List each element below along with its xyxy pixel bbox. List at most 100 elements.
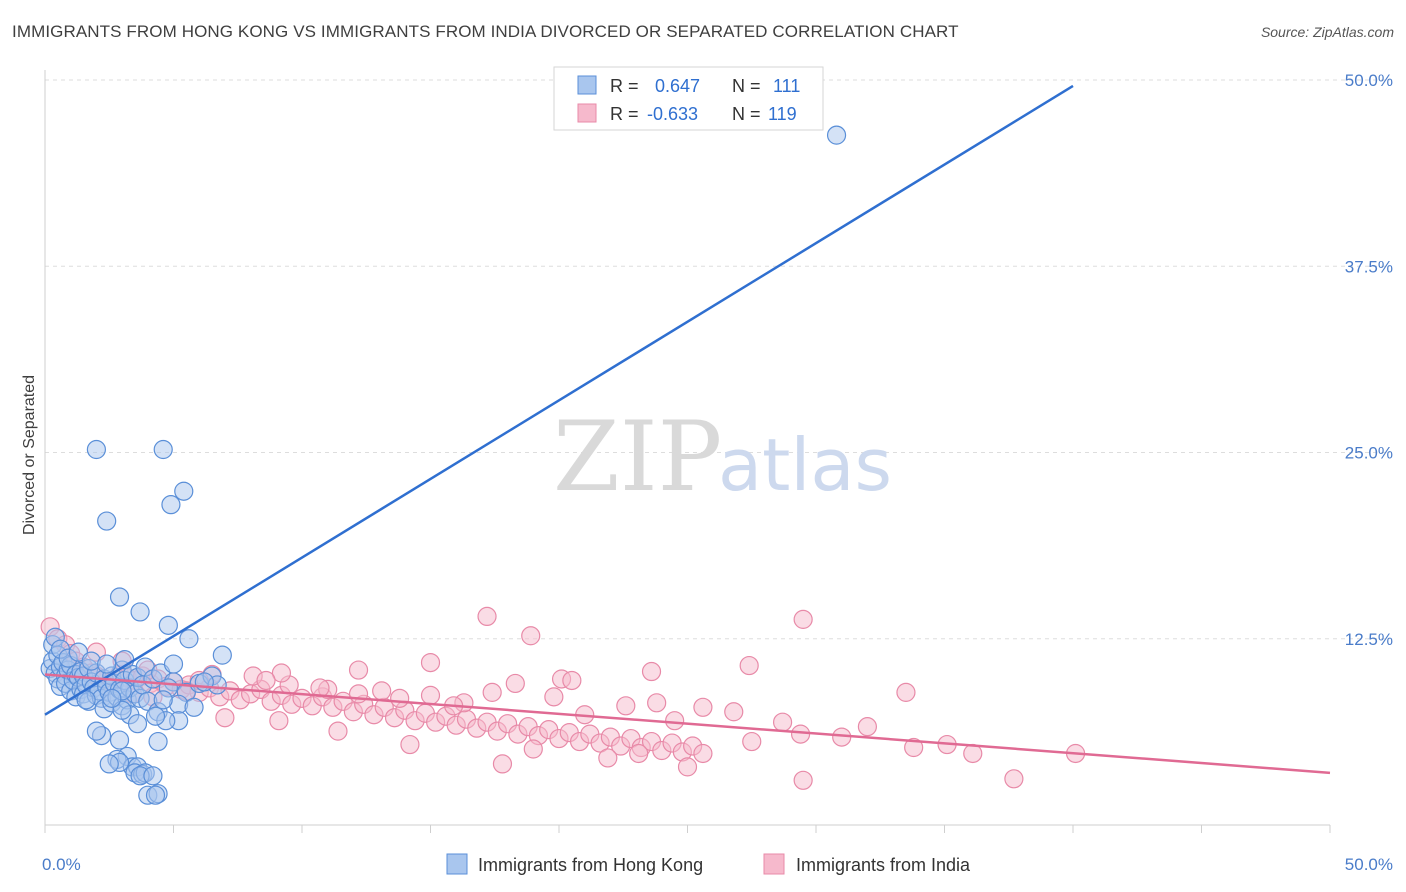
india-point-107 [269, 711, 289, 731]
india-point-100 [677, 757, 698, 777]
y-axis-label: Divorced or Separated [21, 375, 38, 535]
legend-swatch-hong-kong [577, 75, 597, 95]
legend-n-value-2: 119 [768, 104, 797, 124]
hong-kong-point-81 [99, 754, 119, 774]
watermark-zip: ZIP [553, 401, 722, 513]
india-point-99 [742, 731, 762, 752]
hong-kong-point-100 [163, 654, 184, 674]
x-tick-label-min: 0.0% [42, 855, 81, 874]
india-point-116 [420, 652, 441, 673]
india-point-94 [904, 737, 924, 758]
hong-kong-points [40, 125, 847, 805]
india-point-93 [896, 682, 916, 702]
hong-kong-point-94 [97, 511, 117, 531]
india-point-123 [256, 670, 276, 691]
hong-kong-point-86 [143, 766, 163, 786]
india-point-117 [348, 660, 369, 680]
chart-title: IMMIGRANTS FROM HONG KONG VS IMMIGRANTS … [12, 22, 959, 41]
hong-kong-point-71 [86, 721, 107, 741]
india-point-69 [693, 743, 713, 764]
india-point-108 [215, 708, 235, 728]
series-legend-swatch-india [763, 853, 785, 875]
source-credit: Source: ZipAtlas.com [1260, 24, 1394, 40]
india-point-86 [647, 693, 667, 713]
india-point-104 [492, 754, 513, 774]
hong-kong-point-75 [148, 731, 168, 752]
india-point-118 [271, 663, 292, 683]
series-legend: Immigrants from Hong Kong Immigrants fro… [446, 853, 971, 875]
india-point-97 [1004, 769, 1024, 789]
india-point-85 [616, 696, 636, 716]
india-point-115 [562, 670, 582, 691]
india-point-114 [641, 661, 662, 682]
x-axis-ticks [44, 825, 1331, 833]
y-tick-label-2: 37.5% [1345, 257, 1393, 276]
legend-r-label-2: R = [610, 104, 639, 124]
india-point-82 [505, 673, 525, 694]
india-point-125 [372, 681, 392, 701]
watermark-atlas: atlas [718, 423, 892, 507]
hong-kong-trend-line [44, 84, 1074, 716]
hong-kong-point-110 [826, 125, 847, 145]
series-legend-label-india: Immigrants from India [796, 855, 971, 875]
hong-kong-point-104 [145, 706, 166, 726]
hong-kong-point-95 [109, 587, 130, 607]
y-tick-labels: 12.5% 25.0% 37.5% 50.0% [1345, 71, 1393, 649]
hong-kong-point-67 [184, 697, 204, 717]
india-points [40, 606, 1086, 790]
legend-r-label-1: R = [610, 76, 639, 96]
india-point-103 [523, 739, 543, 759]
india-point-113 [739, 655, 759, 676]
series-legend-swatch-hong-kong [446, 853, 468, 875]
hong-kong-point-106 [153, 690, 173, 710]
india-point-112 [793, 609, 813, 629]
y-tick-label-0: 12.5% [1345, 630, 1393, 649]
legend-n-value-1: 111 [773, 76, 800, 96]
legend-box [553, 66, 824, 131]
legend-r-value-1: 0.647 [655, 76, 700, 96]
hong-kong-point-55 [97, 654, 117, 674]
india-point-89 [772, 712, 793, 732]
hong-kong-point-98 [179, 629, 199, 649]
india-trend-line [44, 673, 1331, 775]
india-point-111 [521, 626, 541, 646]
hong-kong-point-97 [158, 615, 178, 635]
india-point-128 [693, 697, 713, 717]
hong-kong-point-90 [86, 439, 107, 460]
india-point-106 [328, 721, 348, 741]
correlation-legend: R = 0.647 N = 111 R = -0.633 N = 119 [553, 66, 824, 131]
legend-swatch-india [577, 103, 597, 123]
y-tick-label-3: 50.0% [1345, 71, 1393, 90]
india-point-109 [793, 770, 813, 790]
india-point-90 [790, 724, 811, 744]
hong-kong-point-92 [161, 495, 181, 515]
legend-r-value-2: -0.633 [647, 104, 698, 124]
gridlines [45, 79, 1390, 640]
y-tick-label-1: 25.0% [1345, 444, 1393, 463]
india-point-87 [665, 711, 685, 731]
india-point-110 [477, 606, 497, 627]
india-point-101 [629, 743, 649, 764]
india-point-88 [724, 702, 744, 722]
hong-kong-point-93 [174, 481, 194, 501]
india-point-79 [420, 685, 441, 705]
hong-kong-point-72 [127, 714, 148, 734]
hong-kong-point-74 [109, 730, 130, 750]
india-point-124 [310, 678, 330, 698]
watermark: ZIP atlas [553, 401, 892, 513]
india-point-92 [857, 717, 878, 737]
india-point-127 [544, 687, 564, 707]
hong-kong-point-108 [102, 688, 122, 708]
hong-kong-point-96 [130, 602, 150, 622]
legend-n-label-2: N = [732, 104, 761, 124]
india-point-102 [598, 748, 618, 768]
hong-kong-point-99 [212, 645, 232, 665]
hong-kong-point-91 [153, 439, 173, 460]
india-point-105 [400, 734, 420, 755]
series-legend-label-hong-kong: Immigrants from Hong Kong [478, 855, 703, 875]
india-point-78 [390, 688, 410, 708]
hong-kong-point-89 [145, 785, 166, 805]
legend-n-label-1: N = [732, 76, 761, 96]
x-tick-label-max: 50.0% [1345, 855, 1393, 874]
